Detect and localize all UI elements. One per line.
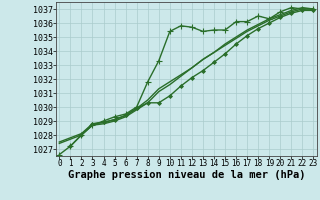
X-axis label: Graphe pression niveau de la mer (hPa): Graphe pression niveau de la mer (hPa) (68, 170, 305, 180)
